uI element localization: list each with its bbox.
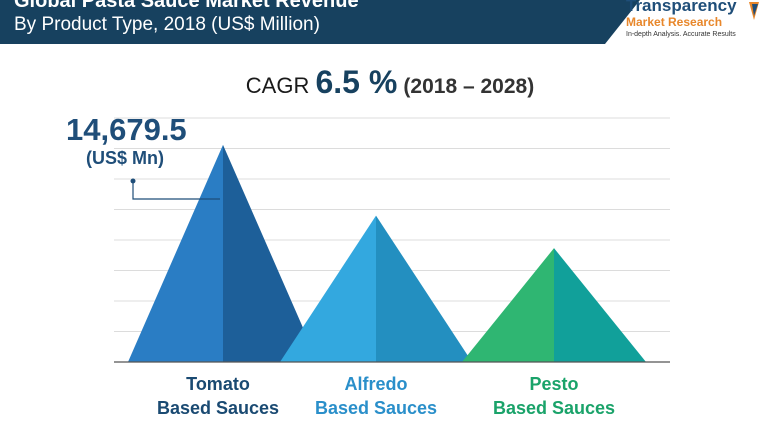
cagr-label: CAGR — [245, 73, 310, 98]
bar-3 — [462, 248, 646, 362]
title-banner: Global Pasta Sauce Market Revenue By Pro… — [0, 0, 640, 44]
category-label-alfredo-line1: Alfredo — [344, 374, 408, 394]
bar-2-left-face — [280, 215, 376, 362]
category-label-tomato: Tomato Based Sauces — [138, 372, 298, 420]
callout-connector — [130, 178, 220, 200]
category-label-tomato-line1: Tomato — [186, 374, 250, 394]
bar-1-right-face — [223, 144, 318, 362]
category-label-pesto-line2: Based Sauces — [492, 398, 616, 418]
bar-1-left-face — [128, 144, 223, 362]
chart-subtitle: By Product Type, 2018 (US$ Million) — [14, 14, 320, 35]
tomato-value-label: 14,679.5 — [66, 112, 187, 147]
cagr-value: 6.5 % — [315, 64, 398, 100]
category-label-tomato-line2: Based Sauces — [156, 398, 280, 418]
cagr-period: (2018 – 2028) — [403, 75, 535, 98]
logo-line2: Market Research — [626, 15, 723, 29]
bar-3-left-face — [462, 248, 554, 362]
bar-2-right-face — [376, 215, 472, 362]
logo-line1: Transparency — [626, 0, 737, 15]
bar-2 — [280, 215, 472, 362]
chart-marks — [128, 144, 646, 362]
category-label-alfredo-line2: Based Sauces — [314, 398, 438, 418]
chart-title: Global Pasta Sauce Market Revenue — [14, 0, 359, 12]
logo-mark-icon — [749, 2, 759, 20]
category-label-alfredo: Alfredo Based Sauces — [296, 372, 456, 420]
brand-logo: Transparency Market Research In-depth An… — [622, 0, 780, 44]
category-label-pesto-line1: Pesto — [529, 374, 579, 394]
callout-line — [132, 181, 220, 200]
category-label-pesto: Pesto Based Sauces — [474, 372, 634, 420]
bar-3-right-face — [554, 248, 646, 362]
cagr-banner: CAGR 6.5 % (2018 – 2028) — [0, 64, 780, 101]
logo-tagline: In-depth Analysis. Accurate Results — [626, 31, 736, 38]
bar-1 — [128, 144, 318, 362]
tomato-value-unit: (US$ Mn) — [86, 148, 164, 168]
